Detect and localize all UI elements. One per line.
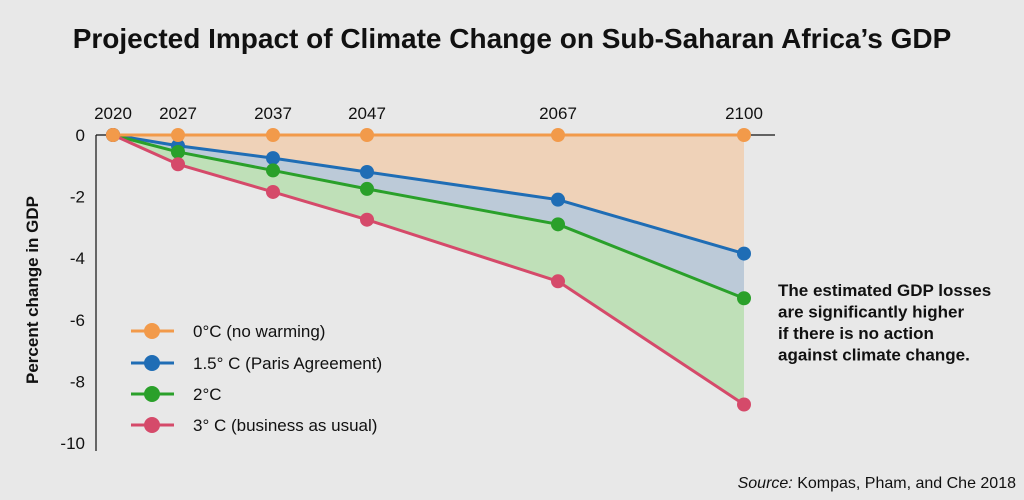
series-line-3 (112, 133, 745, 300)
annotation-line: The estimated GDP losses (778, 281, 991, 300)
data-point (551, 217, 565, 232)
legend-label: 1.5° C (Paris Agreement) (193, 354, 382, 373)
chart-data-points (106, 128, 751, 412)
source-text: Kompas, Pham, and Che 2018 (793, 475, 1016, 492)
annotation-line: if there is no action (778, 324, 934, 343)
data-point (171, 144, 185, 159)
data-point (551, 192, 565, 207)
data-point (171, 157, 185, 172)
data-point (360, 164, 374, 179)
series-line-2 (112, 133, 745, 256)
legend-label: 2°C (193, 385, 222, 404)
y-tick-label: 0 (76, 126, 85, 145)
data-point (266, 151, 280, 166)
data-point (266, 184, 280, 199)
legend-swatch-marker (144, 355, 160, 371)
legend-item: 2°C (131, 385, 222, 404)
area-band-1 (113, 135, 744, 254)
legend-swatch-marker (144, 386, 160, 402)
y-tick-label: -4 (70, 249, 85, 268)
legend-label: 0°C (no warming) (193, 322, 325, 341)
x-tick-label: 2047 (348, 104, 386, 123)
series-line-4 (112, 133, 745, 406)
data-point (106, 128, 120, 142)
chart-axes: 2020 2027 2037 2047 2067 2100 0 -2 -4 -6 -8 -10 (60, 104, 775, 453)
data-point (360, 128, 374, 142)
chart-title: Projected Impact of Climate Change on Su… (73, 23, 952, 54)
data-point (737, 397, 751, 412)
data-point (266, 163, 280, 178)
y-tick-label: -10 (60, 434, 85, 453)
legend-item: 3° C (business as usual) (131, 416, 377, 435)
annotation-line: are significantly higher (778, 303, 964, 322)
x-tick-label: 2020 (94, 104, 132, 123)
source-label: Source: (738, 475, 793, 492)
data-point (551, 128, 565, 142)
x-tick-label: 2067 (539, 104, 577, 123)
legend-swatch-marker (144, 323, 160, 339)
data-point (737, 128, 751, 142)
data-point (737, 291, 751, 306)
x-tick-label: 2100 (725, 104, 763, 123)
data-point (360, 212, 374, 227)
y-tick-label: -2 (70, 188, 85, 207)
x-tick-label: 2037 (254, 104, 292, 123)
data-point (551, 274, 565, 289)
x-tick-label: 2027 (159, 104, 197, 123)
legend-swatch-marker (144, 417, 160, 433)
legend-item: 1.5° C (Paris Agreement) (131, 354, 382, 373)
data-point (737, 246, 751, 261)
chart-series-lines (112, 133, 745, 406)
y-tick-label: -6 (70, 311, 85, 330)
legend-item: 0°C (no warming) (131, 322, 325, 341)
legend-label: 3° C (business as usual) (193, 416, 377, 435)
y-tick-label: -8 (70, 372, 85, 391)
source-note: Source: Kompas, Pham, and Che 2018 (738, 475, 1016, 492)
data-point (360, 181, 374, 196)
annotation-line: against climate change. (778, 346, 970, 365)
legend: 0°C (no warming) 1.5° C (Paris Agreement)… (131, 322, 382, 435)
data-point (171, 128, 185, 142)
annotation: The estimated GDP losses are significantl… (778, 281, 991, 365)
data-point (266, 128, 280, 142)
y-axis-label: Percent change in GDP (23, 196, 42, 384)
